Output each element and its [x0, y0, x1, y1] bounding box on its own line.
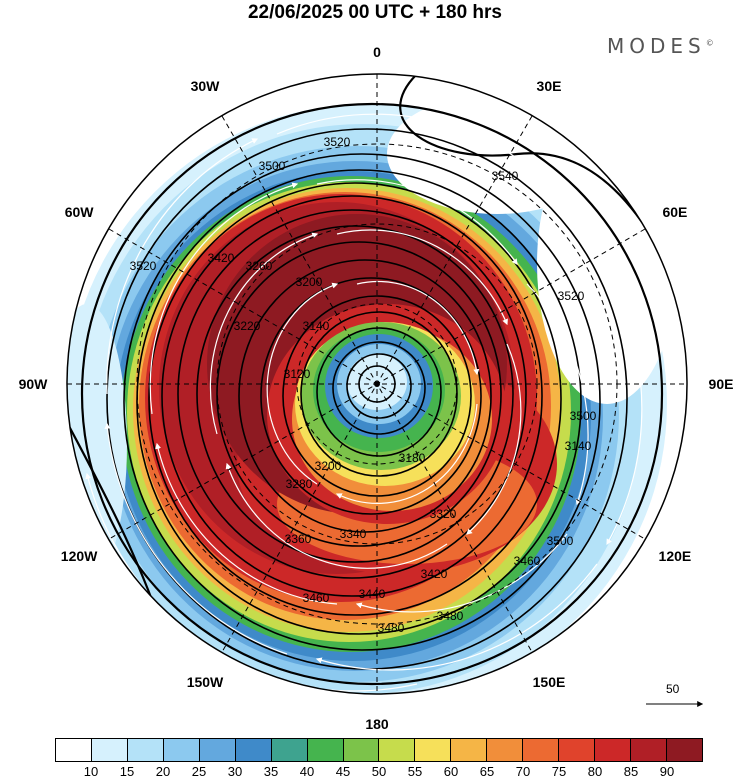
colorbar-segment: [666, 739, 702, 761]
longitude-label: 90E: [709, 376, 734, 392]
longitude-label: 180: [365, 716, 389, 732]
colorbar-segment: [379, 739, 416, 761]
contour-label: 3260: [246, 259, 273, 273]
wind-streamlines: [85, 113, 643, 692]
colorbar-segment: [559, 739, 596, 761]
colorbar-segment: [523, 739, 560, 761]
wind-speed-fill: [67, 74, 687, 694]
colorbar-tick-label: 75: [551, 764, 567, 779]
contour-label: 3440: [359, 587, 386, 601]
colorbar-tick-label: 25: [191, 764, 207, 779]
colorbar-tick-label: 10: [83, 764, 99, 779]
longitude-label: 150E: [533, 674, 566, 690]
colorbar-segment: [127, 739, 164, 761]
colorbar-tick-label: 40: [299, 764, 315, 779]
colorbar-tick-label: 15: [119, 764, 135, 779]
colorbar-tick-label: 50: [371, 764, 387, 779]
contour-label: 3500: [570, 409, 597, 423]
contour-label: 3460: [303, 591, 330, 605]
colorbar-tick-label: 30: [227, 764, 243, 779]
contour-label: 3520: [130, 259, 157, 273]
map-border: [66, 73, 688, 695]
polar-map: 0 30E 60E 90E 120E 150E 180 150W 120W 90W 60W 30W 3…: [19, 44, 734, 732]
reference-arrow-icon: [646, 701, 704, 707]
colorbar-tick-label: 90: [659, 764, 675, 779]
reference-vector: 50: [646, 682, 706, 712]
pole-marker: [374, 381, 380, 387]
contour-label: 3420: [421, 567, 448, 581]
colorbar-tick-label: 65: [479, 764, 495, 779]
longitude-label: 30W: [191, 78, 221, 94]
colorbar-segment: [451, 739, 488, 761]
brand-mark: ©: [705, 38, 714, 48]
longitude-label: 30E: [537, 78, 562, 94]
contour-label: 3500: [259, 159, 286, 173]
contour-label: 3520: [324, 135, 351, 149]
contour-label: 3140: [303, 319, 330, 333]
colorbar-segment: [235, 739, 272, 761]
contour-label: 3220: [234, 319, 261, 333]
contour-label: 3540: [492, 169, 519, 183]
colorbar-tick-label: 70: [515, 764, 531, 779]
contour-label: 3200: [315, 459, 342, 473]
colorbar-segment: [307, 739, 344, 761]
brand-text: MODES: [607, 34, 706, 58]
colorbar-tick-label: 20: [155, 764, 171, 779]
colorbar-segment: [595, 739, 631, 761]
contour-label: 3180: [399, 451, 426, 465]
contour-label: 3200: [296, 275, 323, 289]
contour-label: 3280: [286, 477, 313, 491]
colorbar-tick-label: 35: [263, 764, 279, 779]
colorbar-tick-label: 45: [335, 764, 351, 779]
contour-label: 3520: [558, 289, 585, 303]
colorbar-tick-label: 55: [407, 764, 423, 779]
contour-label: 3420: [208, 251, 235, 265]
colorbar-tick-label: 60: [443, 764, 459, 779]
contour-label: 3320: [430, 507, 457, 521]
longitude-label: 120W: [61, 548, 98, 564]
longitude-label: 60W: [65, 204, 95, 220]
colorbar-segment: [56, 739, 92, 761]
longitude-label: 120E: [659, 548, 692, 564]
map-title: 22/06/2025 00 UTC + 180 hrs: [247, 2, 503, 23]
colorbar-ticks: 10 15 20 25 30 35 40 45 50 55 60 65 70 75 80 85 90: [55, 764, 703, 782]
longitude-labels: 0 30E 60E 90E 120E 150E 180 150W 120W 90W 60W 30W: [19, 44, 734, 732]
longitude-label: 0: [373, 44, 381, 60]
longitude-label: 150W: [187, 674, 224, 690]
contour-label: 3500: [547, 534, 574, 548]
colorbar-tick-label: 80: [587, 764, 603, 779]
contour-label: 3120: [284, 367, 311, 381]
colorbar-segment: [91, 739, 128, 761]
colorbar: [55, 738, 703, 762]
colorbar-segment: [163, 739, 200, 761]
colorbar-segment: [631, 739, 667, 761]
contour-labels: 3520 3500 3540 3420 3260 3200 3140 3120 3220 3180…: [130, 135, 597, 635]
colorbar-segment: [487, 739, 524, 761]
contour-label: 3340: [340, 527, 367, 541]
contour-label: 3140: [565, 439, 592, 453]
colorbar-segment: [343, 739, 380, 761]
longitude-label: 90W: [19, 376, 49, 392]
colorbar-segment: [199, 739, 236, 761]
colorbar-tick-label: 85: [623, 764, 639, 779]
colorbar-segment: [271, 739, 308, 761]
reference-vector-label: 50: [666, 682, 680, 696]
colorbar-segment: [415, 739, 452, 761]
contour-label: 3460: [514, 554, 541, 568]
contour-label: 3480: [437, 609, 464, 623]
contour-label: 3480: [378, 621, 405, 635]
longitude-label: 60E: [662, 204, 687, 220]
brand-logo: MODES©: [607, 34, 714, 58]
contour-label: 3360: [285, 532, 312, 546]
